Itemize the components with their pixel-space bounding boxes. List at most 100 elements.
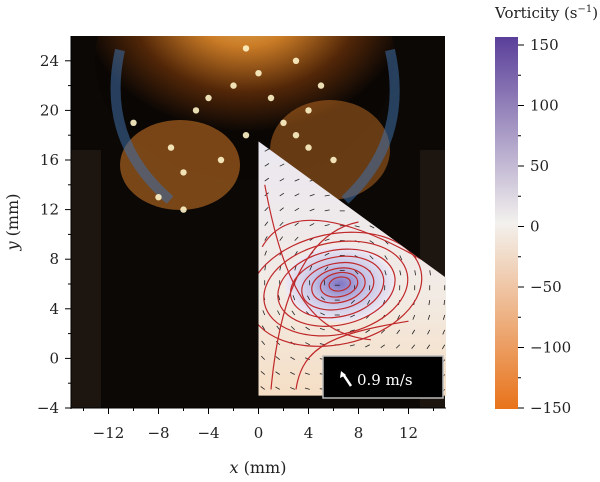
velocity-vector bbox=[264, 221, 269, 226]
velocity-vector bbox=[324, 252, 330, 256]
y-tick-label: 4 bbox=[49, 300, 59, 318]
spark bbox=[180, 206, 187, 213]
velocity-vector bbox=[309, 193, 315, 197]
velocity-vector bbox=[260, 355, 266, 360]
streamline-loop bbox=[277, 248, 396, 327]
velocity-vector bbox=[262, 310, 266, 316]
velocity-vector bbox=[445, 136, 449, 139]
velocity-vector bbox=[324, 194, 330, 197]
scale-label: 0.9 m/s bbox=[357, 371, 413, 389]
velocity-vector bbox=[264, 265, 267, 271]
velocity-vector bbox=[279, 178, 285, 182]
y-tick-label: 0 bbox=[49, 349, 59, 367]
scale-arrow-icon bbox=[341, 373, 353, 387]
velocity-vector bbox=[369, 255, 374, 260]
x-tick-label: −8 bbox=[147, 424, 169, 442]
velocity-vector bbox=[276, 325, 281, 331]
velocity-vector bbox=[350, 314, 355, 318]
velocity-vector bbox=[294, 193, 300, 197]
streamline-loop bbox=[301, 261, 375, 311]
streamlines bbox=[258, 184, 423, 390]
velocity-vector bbox=[305, 342, 310, 346]
streamline bbox=[264, 184, 372, 341]
streamline bbox=[261, 219, 422, 260]
velocity-vector bbox=[442, 329, 446, 335]
colorbar-tick-label: −100 bbox=[530, 339, 571, 357]
y-axis-label: y (mm) bbox=[3, 194, 22, 252]
colorbar-tick-label: 0 bbox=[530, 218, 540, 236]
velocity-vector bbox=[444, 180, 446, 185]
velocity-vector bbox=[414, 270, 417, 276]
velocity-vector bbox=[294, 265, 297, 271]
velocity-vector bbox=[307, 295, 311, 301]
spark bbox=[280, 119, 287, 127]
velocity-vector bbox=[395, 344, 401, 349]
velocity-vector bbox=[367, 299, 371, 305]
velocity-vector bbox=[264, 236, 268, 241]
velocity-vector bbox=[275, 340, 281, 346]
velocity-vector bbox=[294, 178, 300, 182]
velocity-vector bbox=[261, 340, 266, 346]
velocity-vector bbox=[365, 329, 370, 333]
velocity-vector bbox=[441, 344, 446, 350]
x-axis-ticks: −12 −8 −4 0 4 8 12 bbox=[83, 408, 434, 442]
spark bbox=[330, 156, 337, 164]
velocity-vector bbox=[279, 192, 285, 197]
colorbar-tick-label: 100 bbox=[530, 97, 559, 115]
velocity-vector bbox=[399, 255, 403, 261]
velocity-vector bbox=[396, 329, 401, 335]
spark bbox=[317, 82, 325, 89]
velocity-vector bbox=[444, 225, 446, 231]
velocity-vector bbox=[444, 151, 446, 155]
streamline-loop bbox=[319, 271, 359, 298]
velocity-vector bbox=[412, 314, 416, 320]
velocity-vector bbox=[444, 195, 446, 201]
streamline bbox=[270, 221, 359, 390]
velocity-vector bbox=[411, 329, 416, 335]
velocity-vector bbox=[275, 386, 280, 390]
velocity-vector bbox=[279, 236, 284, 241]
spark bbox=[267, 94, 275, 102]
spark bbox=[292, 132, 300, 139]
velocity-vector bbox=[380, 329, 386, 334]
colorbar-tick-label: −50 bbox=[530, 278, 562, 296]
velocity-vector bbox=[279, 163, 285, 167]
velocity-vector bbox=[264, 148, 270, 152]
colorbar: 150 100 50 0 −50 −100 −150 Vorticity (s−1) bbox=[494, 4, 598, 417]
x-tick-label: 12 bbox=[399, 424, 418, 442]
spark bbox=[130, 119, 137, 127]
y-tick-label: −4 bbox=[37, 399, 59, 417]
velocity-vector bbox=[275, 371, 280, 375]
velocity-vector bbox=[264, 163, 270, 167]
velocity-vector bbox=[426, 344, 431, 350]
velocity-vector bbox=[324, 238, 330, 241]
velocity-vector bbox=[444, 165, 446, 170]
velocity-vector bbox=[427, 314, 431, 320]
spark bbox=[305, 144, 312, 151]
y-tick-label: 8 bbox=[49, 250, 59, 268]
velocity-vector bbox=[292, 295, 296, 301]
velocity-vector bbox=[264, 250, 267, 256]
velocity-vector bbox=[399, 270, 402, 276]
colorbar-gradient bbox=[495, 37, 518, 409]
velocity-vector bbox=[294, 222, 299, 227]
velocity-vector bbox=[411, 344, 416, 349]
velocity-vector bbox=[309, 208, 315, 212]
velocity-vector bbox=[349, 344, 355, 347]
x-tick-label: −12 bbox=[93, 424, 125, 442]
y-tick-label: 12 bbox=[40, 201, 59, 219]
velocity-vector bbox=[279, 221, 284, 226]
velocity-vector bbox=[324, 209, 330, 212]
spark bbox=[155, 194, 162, 201]
spark bbox=[192, 107, 200, 114]
velocity-vector bbox=[304, 357, 310, 361]
velocity-vector bbox=[309, 265, 313, 271]
x-tick-label: 0 bbox=[254, 424, 264, 442]
spark bbox=[230, 82, 237, 89]
velocity-vector bbox=[290, 326, 296, 331]
colorbar-title: Vorticity (s−1) bbox=[494, 4, 598, 22]
velocity-vector bbox=[443, 300, 446, 306]
velocity-vector bbox=[427, 329, 431, 335]
velocity-vector bbox=[277, 310, 281, 316]
x-tick-label: −4 bbox=[197, 424, 219, 442]
